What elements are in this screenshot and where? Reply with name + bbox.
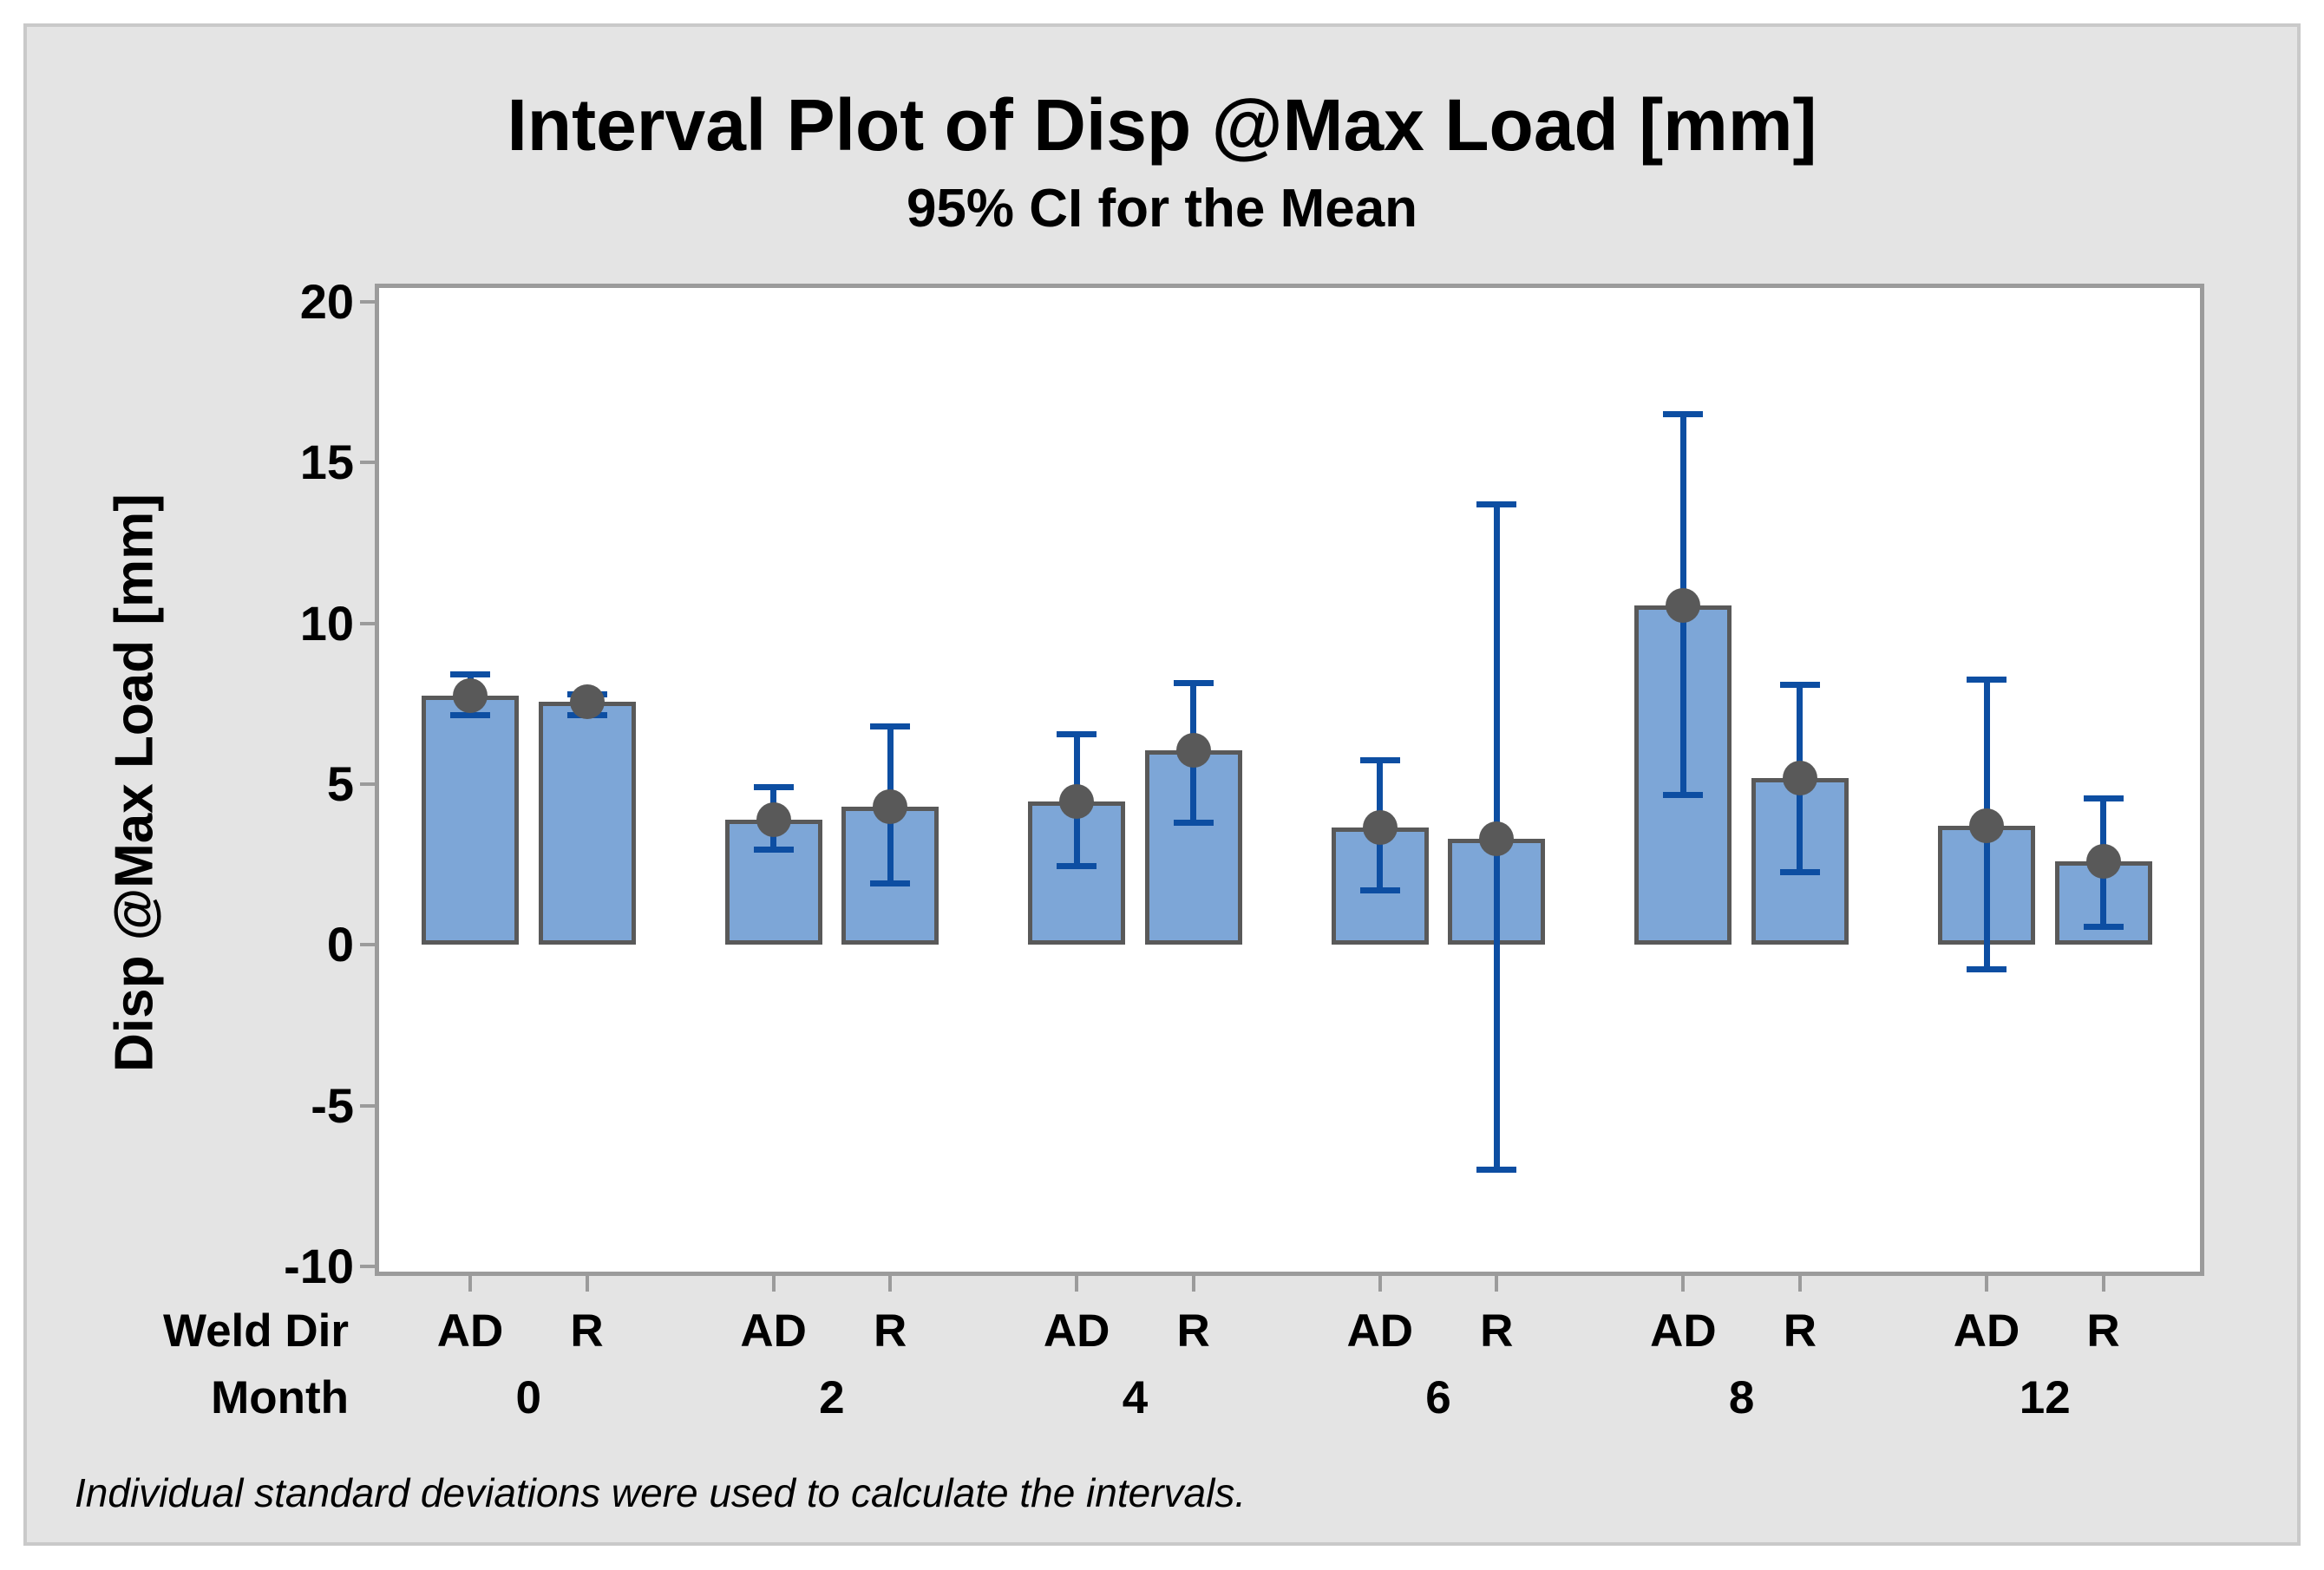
chart-title: Interval Plot of Disp @Max Load [mm] xyxy=(507,84,1817,166)
x-tick xyxy=(1378,1276,1382,1292)
weld-dir-label: R xyxy=(570,1305,604,1357)
ci-cap-bottom xyxy=(1779,869,1820,876)
x-tick xyxy=(1495,1276,1499,1292)
ci-cap-bottom xyxy=(1663,792,1704,799)
weld-dir-label: R xyxy=(2086,1305,2120,1357)
weld-dir-label: R xyxy=(1480,1305,1514,1357)
month-label: 2 xyxy=(819,1372,845,1423)
ci-cap-bottom xyxy=(2083,924,2124,931)
month-label: 12 xyxy=(2019,1372,2071,1423)
weld-dir-label: R xyxy=(873,1305,907,1357)
weld-dir-row-caption: Weld Dir xyxy=(163,1305,349,1357)
ci-cap-bottom xyxy=(1476,1167,1517,1174)
chart-subtitle: 95% CI for the Mean xyxy=(906,179,1418,239)
y-tick-label: 10 xyxy=(299,595,354,651)
y-tick xyxy=(360,943,375,947)
x-tick xyxy=(771,1276,776,1292)
ci-cap-bottom xyxy=(1057,863,1097,870)
plot-area xyxy=(375,284,2204,1276)
ci-bar-0-AD xyxy=(422,696,519,945)
ci-cap-bottom xyxy=(753,847,794,854)
y-tick xyxy=(360,621,375,625)
weld-dir-label: R xyxy=(1176,1305,1210,1357)
weld-dir-label: R xyxy=(1783,1305,1817,1357)
y-tick xyxy=(360,1265,375,1269)
mean-dot xyxy=(1059,784,1095,820)
ci-cap-top xyxy=(1359,756,1400,763)
ci-cap-top xyxy=(450,671,490,678)
mean-dot xyxy=(1175,733,1211,769)
month-label: 6 xyxy=(1425,1372,1451,1423)
ci-cap-bottom xyxy=(1173,819,1214,826)
y-tick-label: 5 xyxy=(326,756,354,811)
ci-cap-bottom xyxy=(1359,886,1400,893)
weld-dir-label: AD xyxy=(1346,1305,1414,1357)
mean-dot xyxy=(1362,810,1398,846)
x-tick xyxy=(888,1276,893,1292)
month-label: 0 xyxy=(515,1372,541,1423)
ci-cap-bottom xyxy=(450,711,490,718)
y-tick xyxy=(360,461,375,465)
mean-dot xyxy=(1666,588,1701,624)
footnote: Individual standard deviations were used… xyxy=(75,1470,1247,1515)
ci-bar-0-R xyxy=(538,702,636,945)
ci-cap-bottom xyxy=(1967,965,2006,972)
mean-dot xyxy=(1479,821,1515,856)
mean-dot xyxy=(1969,808,2004,844)
y-tick xyxy=(360,299,375,304)
ci-cap-top xyxy=(1663,411,1704,418)
mean-dot xyxy=(756,801,791,837)
month-label: 4 xyxy=(1122,1372,1149,1423)
y-tick-label: 0 xyxy=(326,917,354,972)
month-label: 8 xyxy=(1728,1372,1755,1423)
weld-dir-label: AD xyxy=(436,1305,504,1357)
mean-dot xyxy=(569,684,605,720)
ci-cap-top xyxy=(1057,731,1097,738)
mean-dot xyxy=(1782,760,1817,795)
x-tick xyxy=(1797,1276,1802,1292)
y-tick xyxy=(360,782,375,786)
weld-dir-label: AD xyxy=(1043,1305,1110,1357)
mean-dot xyxy=(2085,843,2121,879)
x-tick xyxy=(1681,1276,1686,1292)
x-tick xyxy=(1191,1276,1195,1292)
x-tick xyxy=(2101,1276,2105,1292)
ci-cap-top xyxy=(1476,500,1517,507)
weld-dir-label: AD xyxy=(1650,1305,1717,1357)
ci-cap-top xyxy=(753,784,794,791)
ci-cap-bottom xyxy=(870,880,911,887)
month-row-caption: Month xyxy=(211,1372,349,1423)
ci-cap-top xyxy=(2083,795,2124,802)
y-tick-label: -10 xyxy=(284,1239,354,1294)
y-tick-label: 15 xyxy=(299,435,354,490)
ci-cap-top xyxy=(1779,681,1820,688)
x-tick xyxy=(468,1276,472,1292)
y-tick xyxy=(360,1103,375,1108)
weld-dir-label: AD xyxy=(740,1305,807,1357)
ci-cap-top xyxy=(1967,677,2006,683)
mean-dot xyxy=(873,788,908,824)
ci-cap-top xyxy=(1173,679,1214,686)
y-tick-label: 20 xyxy=(299,273,354,329)
ci-cap-top xyxy=(870,723,911,729)
x-tick xyxy=(1985,1276,1988,1292)
y-tick-label: -5 xyxy=(311,1077,354,1133)
weld-dir-label: AD xyxy=(1953,1305,2020,1357)
mean-dot xyxy=(453,678,488,714)
x-tick xyxy=(585,1276,589,1292)
x-tick xyxy=(1075,1276,1079,1292)
